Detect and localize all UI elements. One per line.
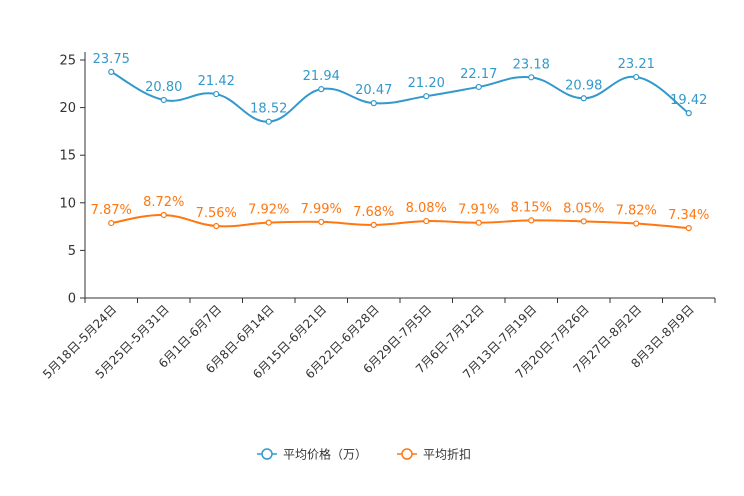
data-label: 19.42 (670, 93, 707, 108)
legend[interactable]: 平均价格（万） 平均折扣 (257, 447, 471, 462)
data-point (160, 96, 167, 104)
y-tick-label: 10 (59, 196, 76, 211)
data-point (633, 73, 640, 81)
data-label: 21.42 (198, 74, 235, 89)
data-label: 21.94 (303, 69, 340, 84)
series-1: 23.75 20.80 21.42 18.52 21.94 20.47 21.20 22.17… (93, 52, 707, 125)
legend-item-1[interactable]: 平均价格（万） (257, 447, 367, 462)
data-point (580, 95, 587, 102)
data-point (528, 74, 535, 81)
data-label: 23.75 (93, 52, 130, 67)
data-point (370, 100, 377, 107)
data-label: 7.82% (616, 204, 657, 219)
data-label: 7.34% (668, 208, 709, 223)
data-label: 7.68% (353, 205, 394, 220)
data-label: 23.21 (618, 57, 655, 72)
data-label: 8.15% (511, 200, 552, 215)
y-tick-label: 15 (59, 149, 76, 164)
data-label: 7.91% (458, 203, 499, 218)
y-tick-label: 25 (59, 54, 76, 69)
data-point (528, 217, 535, 224)
data-point (108, 68, 115, 76)
data-label: 8.72% (143, 195, 184, 210)
data-label: 7.87% (91, 203, 132, 218)
series-line (111, 213, 689, 230)
data-point (580, 218, 587, 225)
data-point (108, 219, 115, 227)
data-point (318, 218, 325, 226)
data-point (423, 217, 430, 225)
data-label: 8.05% (563, 201, 604, 216)
legend-label: 平均价格（万） (283, 447, 367, 462)
data-point (685, 110, 692, 117)
legend-label: 平均折扣 (423, 447, 471, 462)
data-point (213, 90, 220, 98)
data-label: 8.08% (406, 201, 447, 216)
data-label: 20.47 (355, 83, 392, 98)
data-label: 7.92% (248, 203, 289, 218)
data-label: 22.17 (460, 67, 497, 82)
data-point (265, 118, 272, 125)
data-label: 7.56% (196, 206, 237, 221)
y-tick-label: 0 (68, 292, 76, 307)
legend-marker-icon (401, 448, 413, 460)
data-label: 7.99% (301, 202, 342, 217)
y-tick-label: 20 (59, 101, 76, 116)
data-point (265, 219, 272, 226)
data-label: 20.80 (145, 80, 182, 95)
data-point (475, 219, 482, 226)
data-point (370, 221, 377, 228)
data-point (423, 93, 430, 100)
data-point (633, 220, 640, 227)
data-label: 18.52 (250, 102, 287, 117)
series-2: 7.87% 8.72% 7.56% 7.92% 7.99% 7.68% 8.08% 7.91%… (91, 195, 709, 232)
legend-item-2[interactable]: 平均折扣 (397, 447, 471, 462)
data-point (160, 211, 167, 219)
data-point (685, 225, 692, 232)
data-point (213, 222, 220, 230)
data-point (318, 86, 325, 93)
data-label: 20.98 (565, 78, 602, 93)
data-label: 23.18 (513, 57, 550, 72)
series-layer: 23.75 20.80 21.42 18.52 21.94 20.47 21.20 22.17… (91, 52, 709, 232)
data-point (475, 83, 482, 91)
y-tick-label: 5 (68, 244, 76, 259)
data-label: 21.20 (408, 76, 445, 91)
legend-marker-icon (261, 448, 273, 460)
